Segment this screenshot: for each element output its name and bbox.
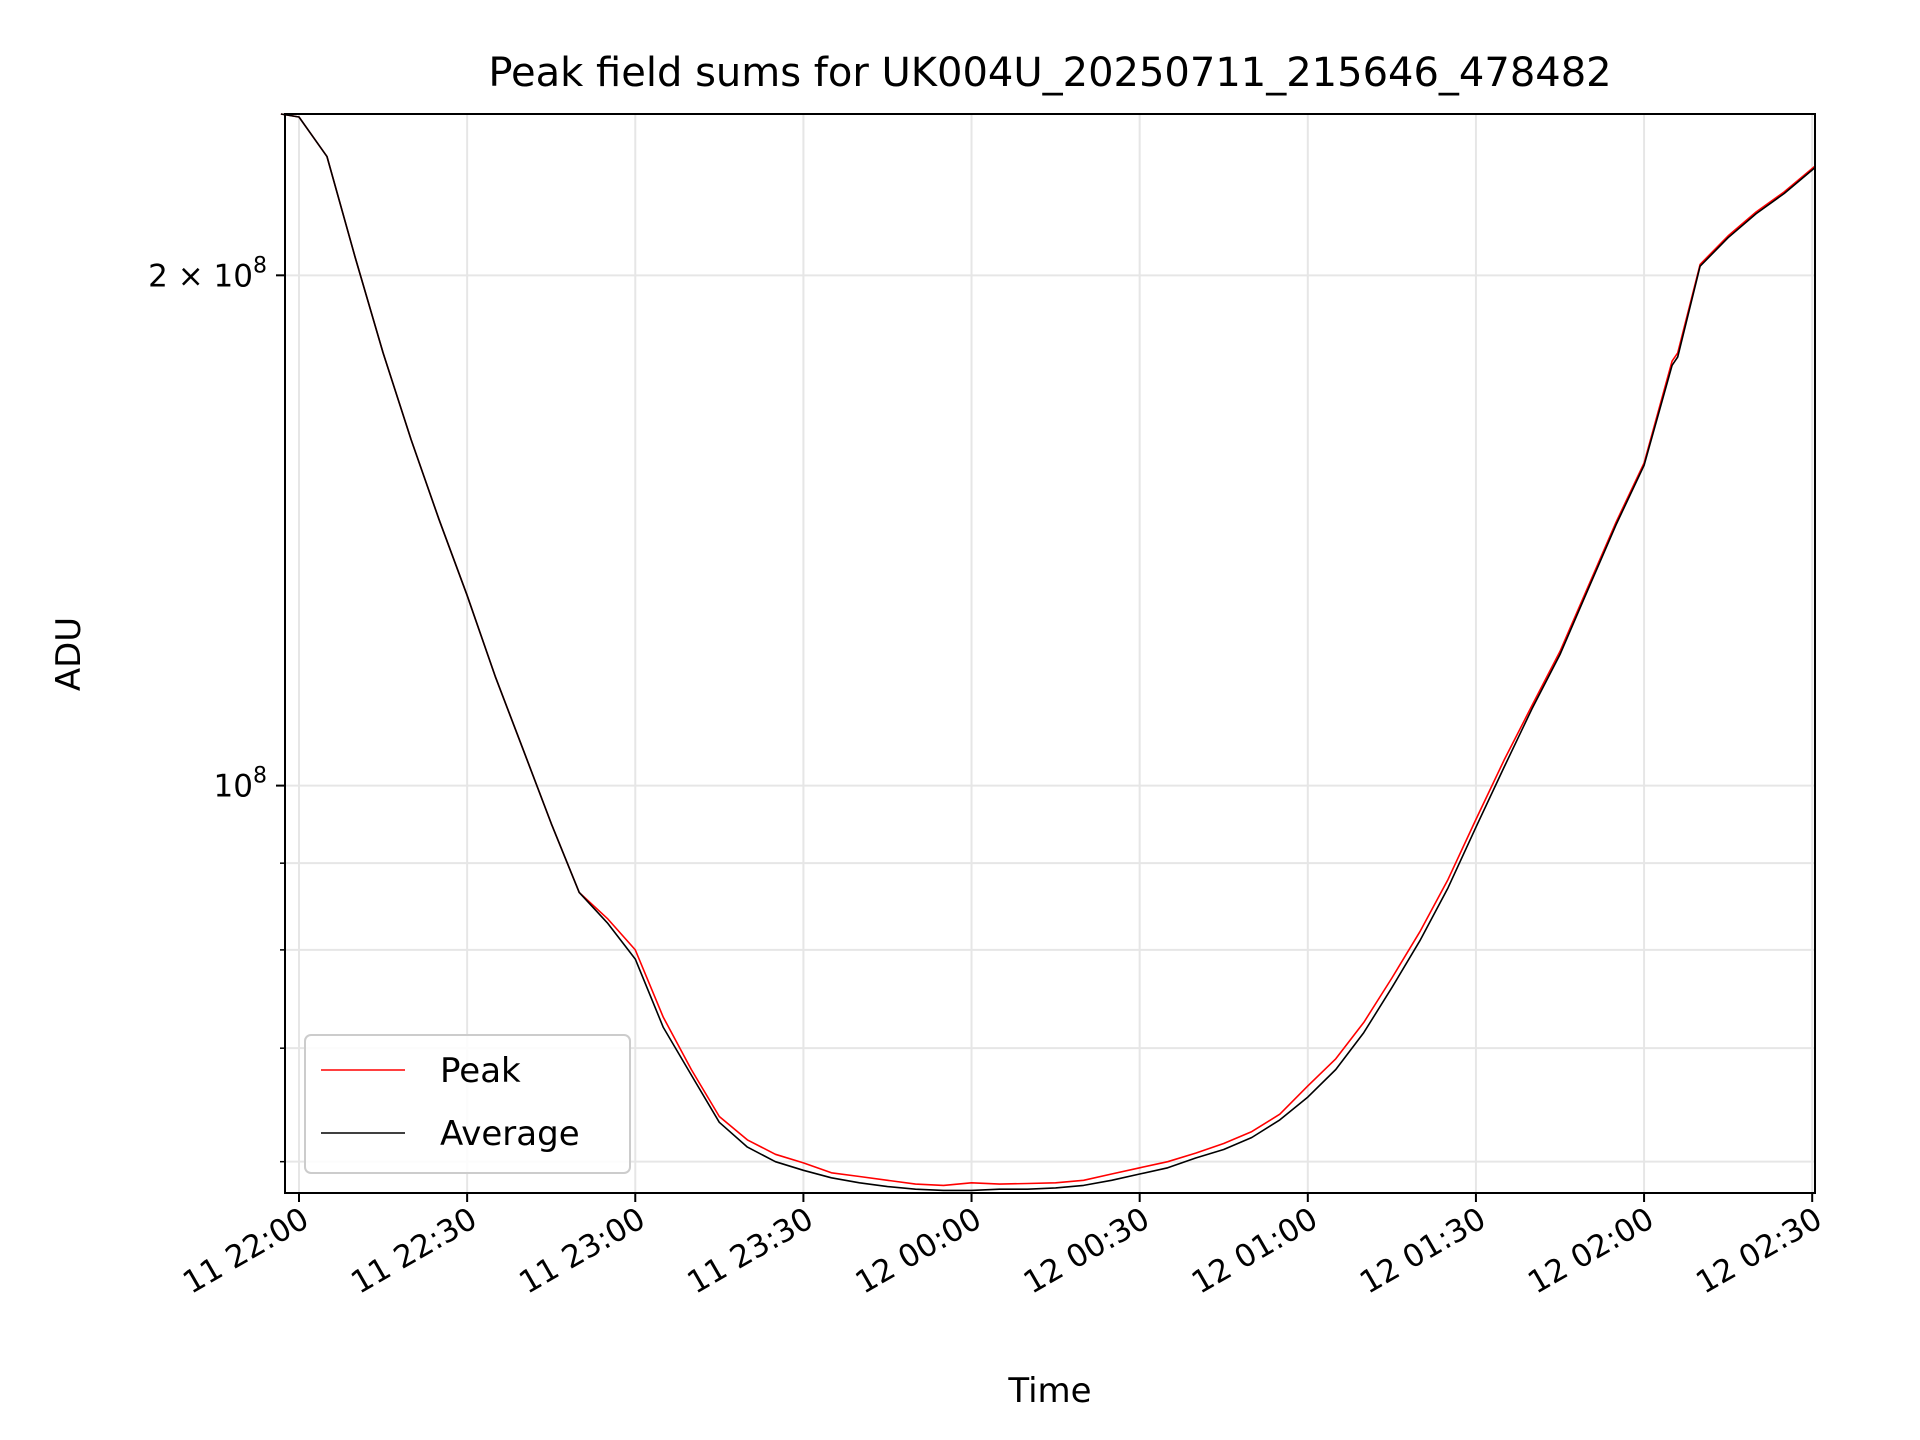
legend: Peak Average <box>304 1034 631 1174</box>
y-axis-label: ADU <box>49 617 89 691</box>
chart-title: Peak field sums for UK004U_20250711_2156… <box>488 50 1611 96</box>
plot-frame <box>284 113 1816 1194</box>
y-axis: 108 2 × 108 <box>148 253 285 1163</box>
series-layer <box>280 113 1816 1192</box>
y-tick-label: 2 × 108 <box>148 253 267 294</box>
legend-label-average: Average <box>440 1114 580 1154</box>
x-axis-label: Time <box>1007 1371 1091 1411</box>
y-tick-label: 108 <box>214 764 267 805</box>
legend-label-peak: Peak <box>440 1051 521 1091</box>
series-line-average <box>280 113 1816 1192</box>
